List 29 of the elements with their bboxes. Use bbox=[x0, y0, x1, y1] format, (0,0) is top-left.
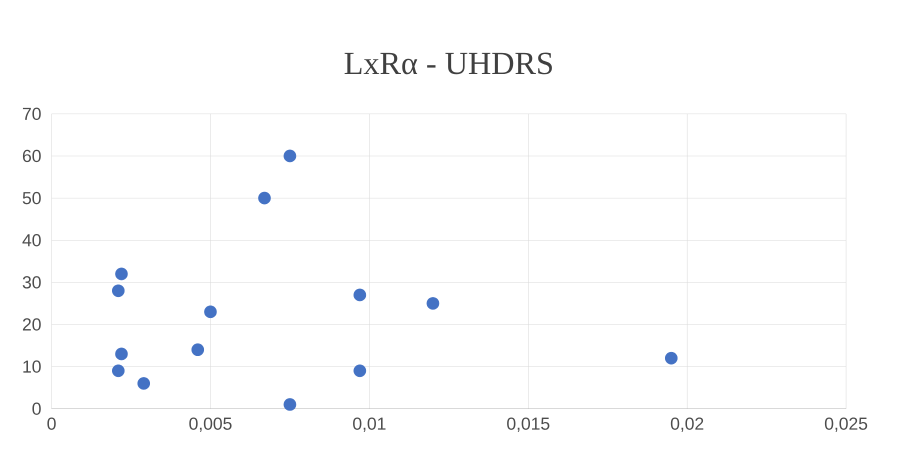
point bbox=[112, 364, 125, 378]
y-tick-label: 20 bbox=[22, 318, 41, 331]
point bbox=[354, 364, 366, 378]
y-tick-label: 70 bbox=[22, 108, 41, 120]
point bbox=[284, 150, 296, 162]
point bbox=[204, 305, 217, 318]
point bbox=[112, 284, 125, 298]
point bbox=[284, 398, 296, 411]
x-tick-label: 0,015 bbox=[507, 417, 550, 432]
point bbox=[137, 377, 150, 390]
point bbox=[426, 297, 440, 310]
point bbox=[115, 268, 128, 280]
point bbox=[115, 348, 128, 360]
y-tick-label: 0 bbox=[32, 402, 41, 415]
y-tick-label: 30 bbox=[22, 276, 41, 288]
point bbox=[664, 352, 678, 364]
y-tick-label: 60 bbox=[22, 150, 41, 162]
x-tick-label: 0 bbox=[47, 417, 56, 430]
point bbox=[191, 343, 204, 356]
x-tick-label: 0,01 bbox=[353, 417, 386, 432]
y-tick-label: 10 bbox=[23, 360, 41, 373]
x-tick-label: 0,02 bbox=[670, 417, 704, 432]
point bbox=[354, 288, 366, 302]
y-tick-label: 50 bbox=[22, 192, 41, 204]
point bbox=[258, 192, 271, 204]
y-tick-label: 40 bbox=[22, 234, 41, 246]
x-tick-label: 0,025 bbox=[824, 417, 868, 432]
chart-title: LxRα - UHDRS bbox=[344, 52, 552, 74]
x-tick-label: 0,005 bbox=[189, 417, 232, 432]
